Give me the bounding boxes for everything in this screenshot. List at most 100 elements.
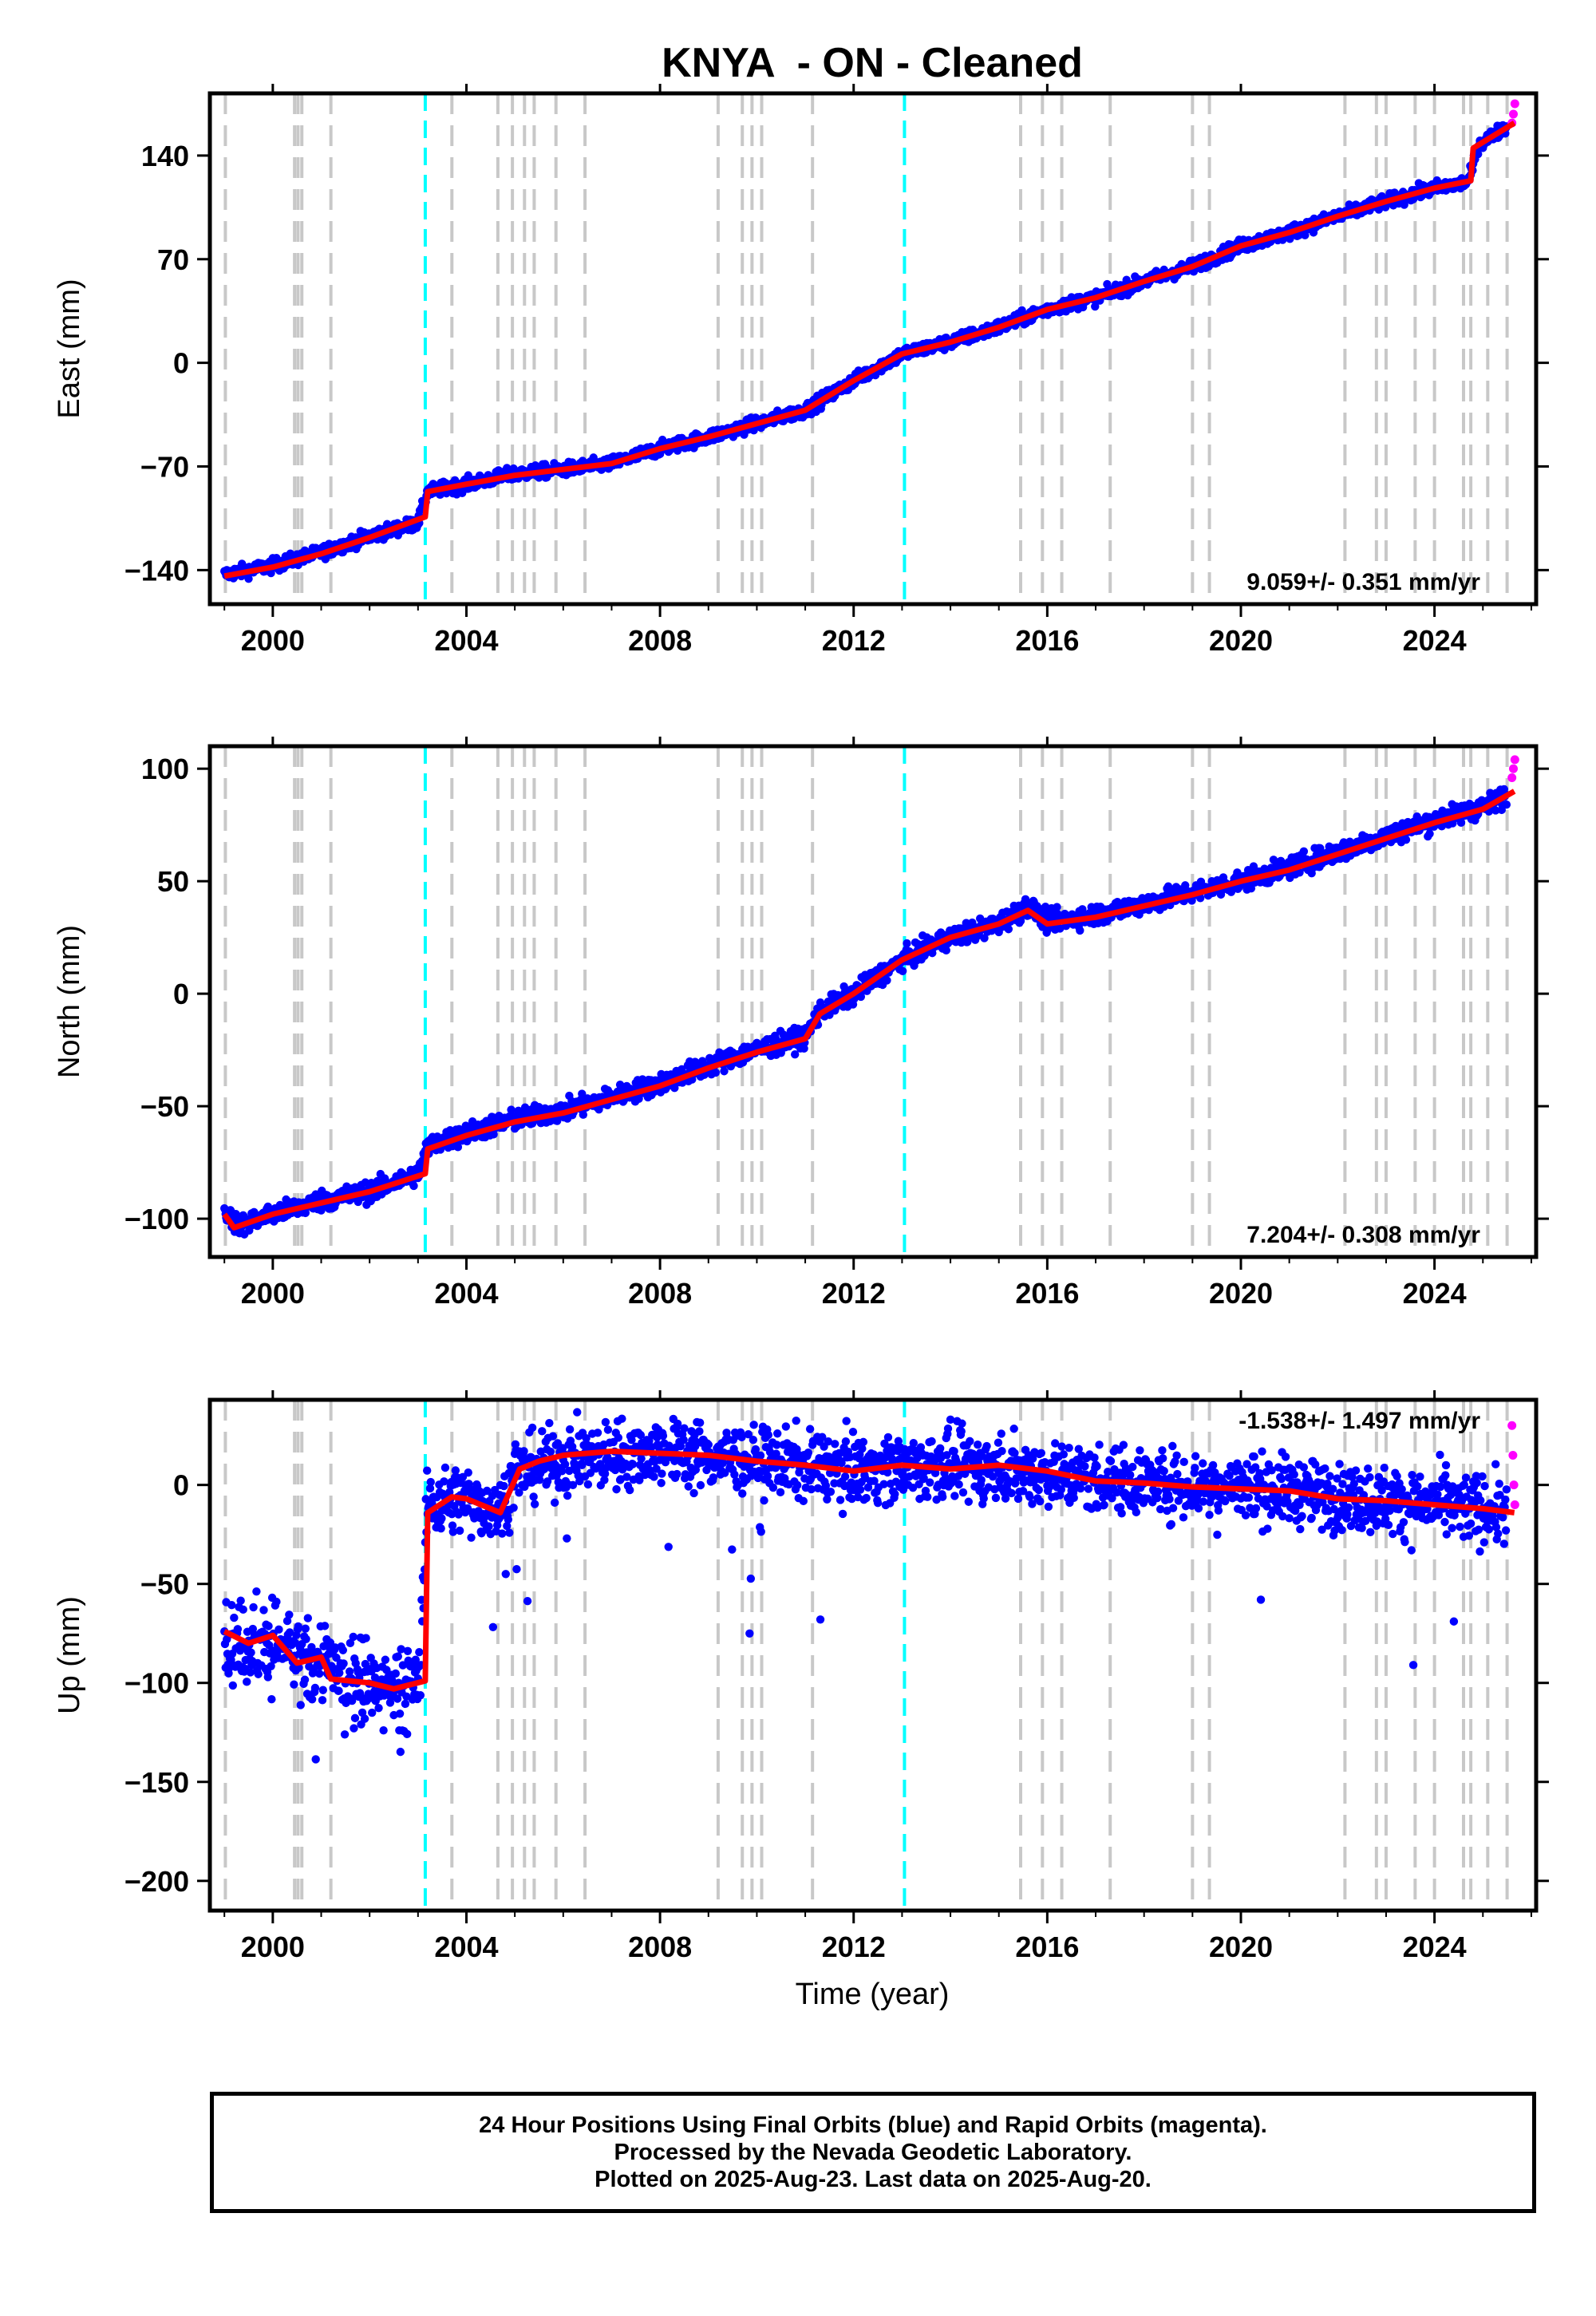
data-point <box>227 1600 236 1610</box>
data-point <box>361 1178 370 1187</box>
data-point <box>519 1447 528 1456</box>
data-point <box>403 1646 413 1655</box>
data-point <box>504 1515 512 1524</box>
data-point <box>980 934 989 943</box>
data-point <box>347 1696 357 1705</box>
panel-1: 2000 2004 2008 2012 2016 2020 2024−140−7007014… <box>53 84 1549 657</box>
data-point <box>515 1488 523 1497</box>
data-point <box>393 1694 402 1703</box>
data-point <box>422 1466 432 1475</box>
data-point <box>401 1699 410 1709</box>
data-point <box>346 1638 355 1648</box>
y-tick-label: 50 <box>157 865 189 898</box>
data-point <box>398 1661 408 1670</box>
y-tick-label: 0 <box>173 978 189 1010</box>
data-point <box>239 1605 247 1614</box>
data-point <box>790 1050 800 1059</box>
data-point <box>332 1653 341 1662</box>
data-point <box>368 1708 377 1717</box>
data-point <box>272 1597 281 1607</box>
data-point <box>498 1529 507 1538</box>
data-point <box>379 1726 388 1735</box>
rapid-orbit-points <box>1507 755 1519 782</box>
data-point <box>523 1597 532 1606</box>
data-point <box>1299 847 1309 856</box>
data-point <box>409 1181 418 1191</box>
velocity-annotation: 9.059+/- 0.351 mm/yr <box>1246 569 1480 595</box>
x-tick-label: 2012 <box>822 1277 886 1310</box>
y-axis-label: East (mm) <box>53 279 86 418</box>
panel-3: 2000 2004 2008 2012 2016 2020 2024−200−150−100… <box>53 1390 1549 1963</box>
x-tick-label: 2000 <box>241 624 305 657</box>
data-point <box>294 1622 302 1631</box>
data-point <box>1004 925 1013 934</box>
data-point <box>300 1675 310 1684</box>
data-point <box>267 1695 276 1704</box>
data-point <box>426 1477 435 1487</box>
data-point <box>285 1611 294 1619</box>
data-point <box>579 1110 588 1119</box>
data-point <box>247 1648 255 1657</box>
data-point <box>381 1655 390 1664</box>
data-point <box>301 1624 310 1633</box>
data-point <box>402 1729 412 1739</box>
data-point <box>307 1695 317 1704</box>
data-point <box>330 1643 340 1652</box>
data-point <box>301 1208 310 1218</box>
data-point <box>318 1696 327 1705</box>
data-point <box>350 1724 358 1733</box>
x-tick-label: 2000 <box>241 1277 305 1310</box>
plot-area <box>219 746 1519 1257</box>
data-point <box>374 1703 383 1713</box>
data-point <box>397 1645 405 1654</box>
data-point <box>1401 836 1411 844</box>
x-tick-label: 2024 <box>1403 624 1467 657</box>
data-point <box>451 1466 460 1475</box>
data-point <box>290 1680 298 1689</box>
data-point <box>500 1481 508 1491</box>
plot-area <box>219 1400 1519 1911</box>
data-point <box>883 976 891 985</box>
data-point <box>512 1564 521 1574</box>
x-tick-label: 2008 <box>628 1277 692 1310</box>
data-point <box>488 1622 498 1631</box>
rapid-data-point <box>1508 764 1518 773</box>
data-point <box>334 1686 343 1695</box>
data-point <box>1295 868 1304 877</box>
data-point <box>318 1686 327 1694</box>
data-point <box>263 1673 272 1682</box>
x-tick-label: 2008 <box>628 624 692 657</box>
data-point <box>393 1652 403 1661</box>
data-point <box>249 1603 258 1612</box>
data-point <box>1502 800 1511 809</box>
x-tick-label: 2020 <box>1209 1277 1273 1310</box>
plot-frame <box>207 91 1539 607</box>
data-point <box>360 1714 369 1723</box>
data-point <box>467 1533 476 1542</box>
data-point <box>263 1202 272 1211</box>
data-point <box>448 1521 457 1530</box>
y-tick-label: 70 <box>157 243 189 276</box>
data-point <box>903 939 911 948</box>
data-point <box>395 1709 405 1718</box>
x-tick-label: 2004 <box>434 1277 498 1310</box>
data-point <box>350 1713 360 1723</box>
data-point <box>259 1606 268 1614</box>
data-point <box>483 1486 492 1496</box>
data-point <box>1425 829 1434 838</box>
y-tick-label: −100 <box>124 1203 189 1235</box>
data-point <box>315 1669 324 1678</box>
y-tick-label: 0 <box>173 347 189 380</box>
data-point <box>898 966 907 975</box>
data-point <box>711 1068 721 1077</box>
data-point <box>296 1701 305 1709</box>
data-point <box>345 1667 354 1676</box>
data-point <box>303 1614 313 1622</box>
data-point <box>252 1587 261 1596</box>
data-point <box>311 1755 320 1764</box>
y-tick-label: −50 <box>140 1090 189 1123</box>
data-point <box>670 1083 679 1093</box>
x-tick-label: 2016 <box>1015 624 1079 657</box>
y-tick-label: −140 <box>124 554 189 587</box>
panels: 2000 2004 2008 2012 2016 2020 2024−140−7007014… <box>53 84 1549 1963</box>
